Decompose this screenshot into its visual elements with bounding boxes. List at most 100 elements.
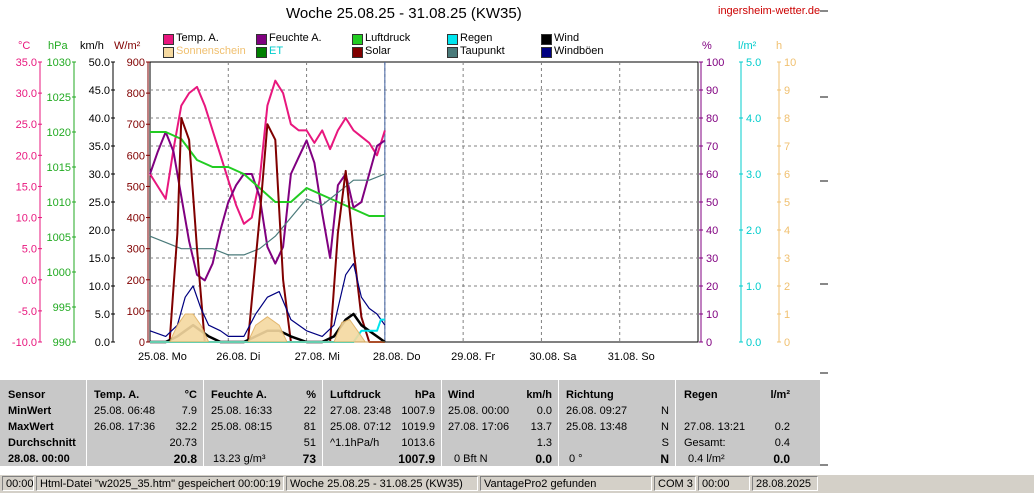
axis-humidity-tick-label: 80 [706, 113, 718, 125]
legend-label: Taupunkt [460, 45, 505, 57]
axis-wind-tick-label: 0.0 [95, 337, 110, 349]
legend-swatch [352, 47, 363, 58]
axis-wind-tick-label: 25.0 [89, 197, 110, 209]
legend-swatch [352, 34, 363, 45]
axis-sun-tick-label: 2 [784, 281, 790, 293]
rain-current: 0.0 [773, 452, 790, 466]
legend-swatch [541, 47, 552, 58]
series-solar [150, 117, 385, 343]
axis-temp-tick-label: 25.0 [16, 119, 37, 131]
axis-humidity-tick-label: 20 [706, 281, 718, 293]
wind-current: 0.0 [535, 452, 552, 466]
axis-sun-tick-label: 7 [784, 141, 790, 153]
legend-label: Feuchte A. [269, 32, 322, 44]
unit-hpa: hPa [48, 40, 68, 52]
pressure-unit: hPa [414, 389, 435, 401]
unit-wm2: W/m² [114, 40, 141, 52]
status-date: 28.08.2025 [752, 476, 818, 491]
axis-pressure-tick-label: 1030 [47, 57, 71, 69]
x-tick-label: 30.08. Sa [529, 351, 577, 363]
humidity-min-time: 25.08. 16:33 [211, 405, 273, 417]
scroll-mark [820, 10, 828, 12]
pressure-min: 1007.9 [401, 405, 435, 417]
series-windb-en [149, 263, 386, 337]
row-max: MaxWert [8, 421, 54, 433]
axis-wind-tick-label: 20.0 [89, 225, 110, 237]
axis-wind-tick-label: 50.0 [89, 57, 110, 69]
axis-wind-tick-label: 40.0 [89, 113, 110, 125]
wind-avg: 1.3 [536, 437, 552, 449]
pressure-max: 1019.9 [401, 421, 435, 433]
status-time: 00:00 [2, 476, 34, 491]
direction-avg: S [661, 437, 669, 449]
axis-solar-tick-label: 800 [127, 88, 145, 100]
axis-solar-tick-label: 0 [139, 337, 145, 349]
axis-wind-tick-label: 10.0 [89, 281, 110, 293]
col-humidity: Feuchte A. % 25.08. 16:33 22 25.08. 08:1… [204, 380, 323, 466]
wind-min: 0.0 [536, 405, 552, 417]
axis-pressure-tick-label: 1000 [47, 267, 71, 279]
row-current: 28.08. 00:00 [8, 453, 70, 465]
axis-pressure-tick-label: 995 [53, 302, 71, 314]
status-week: Woche 25.08.25 - 31.08.25 (KW35) [286, 476, 478, 491]
axis-solar-tick-label: 400 [127, 213, 145, 225]
series-sonnenschein [150, 313, 385, 343]
axis-solar-tick-label: 700 [127, 119, 145, 131]
legend-swatch [256, 34, 267, 45]
axis-humidity-tick-label: 0 [706, 337, 712, 349]
chart-title: Woche 25.08.25 - 31.08.25 (KW35) [286, 5, 522, 22]
pressure-min-time: 27.08. 23:48 [330, 405, 392, 417]
pressure-current: 1007.9 [398, 452, 435, 466]
axis-temp-tick-label: 15.0 [16, 181, 37, 193]
axis-sun-tick-label: 1 [784, 309, 790, 321]
axis-pressure-tick-label: 1015 [47, 162, 71, 174]
status-device: VantagePro2 gefunden [480, 476, 652, 491]
temp-unit: °C [184, 389, 197, 401]
axis-temp-tick-label: 0.0 [22, 275, 37, 287]
scroll-mark [820, 464, 828, 466]
temp-current: 20.8 [173, 452, 197, 466]
axis-sun-tick-label: 9 [784, 85, 790, 97]
axis-wind-tick-label: 30.0 [89, 169, 110, 181]
direction-min: N [661, 405, 669, 417]
direction-header: Richtung [566, 389, 614, 401]
legend-label: ET [269, 45, 284, 57]
axis-humidity-tick-label: 70 [706, 141, 718, 153]
humidity-min: 22 [303, 405, 316, 417]
legend-swatch [163, 34, 174, 45]
axis-rain-tick-label: 4.0 [746, 113, 761, 125]
col-wind: Wind km/h 25.08. 00:00 0.0 27.08. 17:06 … [442, 380, 559, 466]
temp-avg: 20.73 [169, 437, 197, 449]
legend-label: Wind [554, 32, 580, 44]
scroll-mark [820, 372, 828, 374]
axis-humidity-tick-label: 50 [706, 197, 718, 209]
plot-area [149, 61, 699, 343]
temp-header: Temp. A. [94, 389, 140, 401]
series-temp-a [149, 79, 386, 225]
legend-swatch [447, 34, 458, 45]
axis-rain-tick-label: 0.0 [746, 337, 761, 349]
axis-temp-tick-label: 5.0 [22, 244, 37, 256]
unit-hours: h [776, 40, 783, 52]
wind-max-time: 27.08. 17:06 [448, 421, 510, 433]
humidity-absolute: 13.23 g/m³ [213, 453, 266, 465]
pressure-avg: 1013.6 [401, 437, 435, 449]
direction-degrees: 0 ° [569, 453, 583, 465]
legend-label: Regen [460, 32, 493, 44]
axis-sun-tick-label: 6 [784, 169, 790, 181]
legend-swatch [541, 34, 552, 45]
wind-max: 13.7 [530, 421, 552, 433]
axis-pressure-tick-label: 1020 [47, 127, 71, 139]
legend-label: Sonnenschein [176, 45, 246, 57]
status-file: Html-Datei "w2025_35.htm" gespeichert 00… [36, 476, 284, 491]
rain-total: 0.4 [774, 437, 790, 449]
col-direction: Richtung 26.08. 09:27 N 25.08. 13:48 N S… [559, 380, 676, 466]
axis-sun-tick-label: 10 [784, 57, 796, 69]
axis-solar-tick-label: 100 [127, 306, 145, 318]
axis-humidity-tick-label: 60 [706, 169, 718, 181]
axis-solar-tick-label: 300 [127, 244, 145, 256]
col-rain: Regen l/m² 27.08. 13:21 0.2 Gesamt: 0.4 … [676, 380, 796, 466]
scroll-mark [820, 180, 828, 182]
legend-swatch [447, 47, 458, 58]
temp-min: 7.9 [181, 405, 197, 417]
